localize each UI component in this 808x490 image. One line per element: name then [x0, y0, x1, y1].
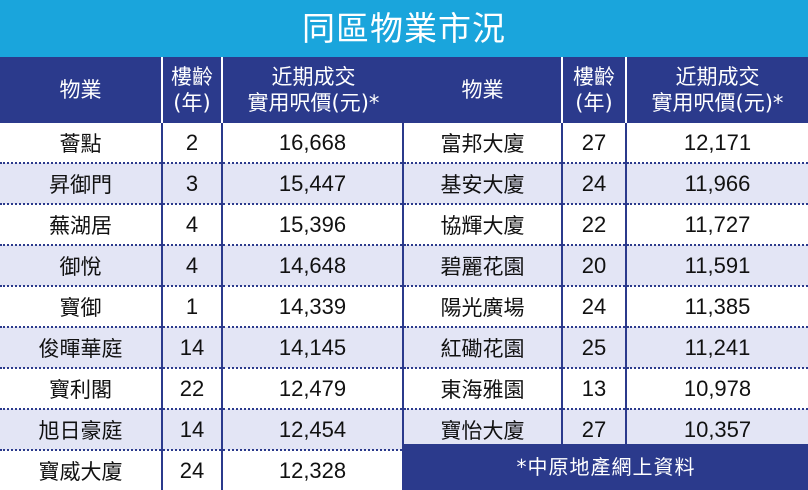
building-age: 24 [562, 286, 627, 328]
table-row: 旭日豪庭 14 12,454 [0, 409, 406, 451]
table-row: 御悅 4 14,648 [0, 245, 406, 287]
building-age: 22 [162, 368, 223, 410]
property-name: 碧麗花園 [404, 245, 563, 287]
table-row: 昇御門 3 15,447 [0, 163, 406, 205]
header-price: 近期成交 實用呎價(元)* [222, 57, 404, 123]
table-row: 陽光廣場 24 11,385 [404, 286, 808, 328]
property-name: 紅磡花園 [404, 327, 563, 369]
building-age: 22 [562, 204, 627, 246]
table-row: 蕪湖居 4 15,396 [0, 204, 406, 246]
price-per-sqft: 10,357 [626, 409, 808, 449]
property-name: 御悅 [0, 245, 163, 287]
building-age: 2 [162, 123, 223, 164]
header-age-line1: 樓齡 [573, 65, 615, 89]
header-row: 物業 樓齡 (年) 近期成交 實用呎價(元)* [0, 57, 404, 123]
building-age: 27 [562, 123, 627, 164]
table-row: 薈點 2 16,668 [0, 123, 406, 164]
header-age: 樓齡 (年) [162, 57, 223, 123]
price-per-sqft: 12,171 [626, 123, 808, 164]
price-per-sqft: 11,591 [626, 245, 808, 287]
property-name: 薈點 [0, 123, 163, 164]
price-per-sqft: 10,978 [626, 368, 808, 410]
building-age: 24 [162, 450, 223, 490]
left-table: 物業 樓齡 (年) 近期成交 實用呎價(元)* 薈點 2 16,668 昇御門 3 15… [0, 57, 406, 490]
property-name: 蕪湖居 [0, 204, 163, 246]
table-row: 寶御 1 14,339 [0, 286, 406, 328]
property-name: 東海雅園 [404, 368, 563, 410]
price-per-sqft: 12,479 [222, 368, 406, 410]
header-property: 物業 [404, 57, 563, 123]
table-title: 同區物業市況 [0, 0, 808, 57]
building-age: 27 [562, 409, 627, 449]
price-per-sqft: 15,447 [222, 163, 406, 205]
source-note: *中原地產網上資料 [404, 444, 808, 490]
price-per-sqft: 11,966 [626, 163, 808, 205]
property-name: 富邦大廈 [404, 123, 563, 164]
building-age: 4 [162, 204, 223, 246]
property-name: 寶御 [0, 286, 163, 328]
header-price: 近期成交 實用呎價(元)* [626, 57, 808, 123]
header-price-line1: 近期成交 [675, 65, 760, 89]
price-per-sqft: 15,396 [222, 204, 406, 246]
property-name: 陽光廣場 [404, 286, 563, 328]
header-age-line2: (年) [173, 91, 211, 115]
table-row: 富邦大廈 27 12,171 [404, 123, 808, 164]
header-age-line2: (年) [575, 91, 613, 115]
table-row: 寶威大廈 24 12,328 [0, 450, 406, 490]
price-per-sqft: 11,241 [626, 327, 808, 369]
price-per-sqft: 11,727 [626, 204, 808, 246]
table-row: 紅磡花園 25 11,241 [404, 327, 808, 369]
building-age: 25 [562, 327, 627, 369]
header-age-line1: 樓齡 [171, 65, 213, 89]
price-per-sqft: 12,454 [222, 409, 406, 451]
table-row: 俊暉華庭 14 14,145 [0, 327, 406, 369]
price-per-sqft: 14,145 [222, 327, 406, 369]
price-per-sqft: 14,648 [222, 245, 406, 287]
header-price-line2: 實用呎價(元)* [651, 91, 784, 115]
table-row: 基安大廈 24 11,966 [404, 163, 808, 205]
building-age: 14 [162, 409, 223, 451]
header-row: 物業 樓齡 (年) 近期成交 實用呎價(元)* [404, 57, 808, 123]
building-age: 3 [162, 163, 223, 205]
header-price-line1: 近期成交 [271, 65, 356, 89]
property-name: 昇御門 [0, 163, 163, 205]
property-name: 基安大廈 [404, 163, 563, 205]
price-per-sqft: 11,385 [626, 286, 808, 328]
table-row: 寶利閣 22 12,479 [0, 368, 406, 410]
price-per-sqft: 14,339 [222, 286, 406, 328]
table-row: 碧麗花園 20 11,591 [404, 245, 808, 287]
building-age: 13 [562, 368, 627, 410]
building-age: 4 [162, 245, 223, 287]
building-age: 24 [562, 163, 627, 205]
building-age: 20 [562, 245, 627, 287]
price-per-sqft: 12,328 [222, 450, 406, 490]
header-price-line2: 實用呎價(元)* [247, 91, 380, 115]
property-name: 寶利閣 [0, 368, 163, 410]
property-name: 寶怡大廈 [404, 409, 563, 449]
property-name: 寶威大廈 [0, 450, 163, 490]
table-row: 寶怡大廈 27 10,357 [404, 409, 808, 449]
price-per-sqft: 16,668 [222, 123, 406, 164]
property-name: 旭日豪庭 [0, 409, 163, 451]
property-name: 俊暉華庭 [0, 327, 163, 369]
building-age: 1 [162, 286, 223, 328]
table-row: 東海雅園 13 10,978 [404, 368, 808, 410]
header-age: 樓齡 (年) [562, 57, 627, 123]
right-table: 物業 樓齡 (年) 近期成交 實用呎價(元)* 富邦大廈 27 12,171 基安大… [404, 57, 808, 449]
table-row: 協輝大廈 22 11,727 [404, 204, 808, 246]
property-name: 協輝大廈 [404, 204, 563, 246]
building-age: 14 [162, 327, 223, 369]
header-property: 物業 [0, 57, 163, 123]
